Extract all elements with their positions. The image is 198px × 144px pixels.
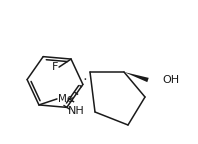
Text: NH: NH: [68, 106, 85, 116]
Text: OH: OH: [162, 75, 179, 85]
Text: F: F: [52, 62, 58, 72]
Polygon shape: [124, 72, 149, 82]
Text: Me: Me: [58, 94, 73, 104]
